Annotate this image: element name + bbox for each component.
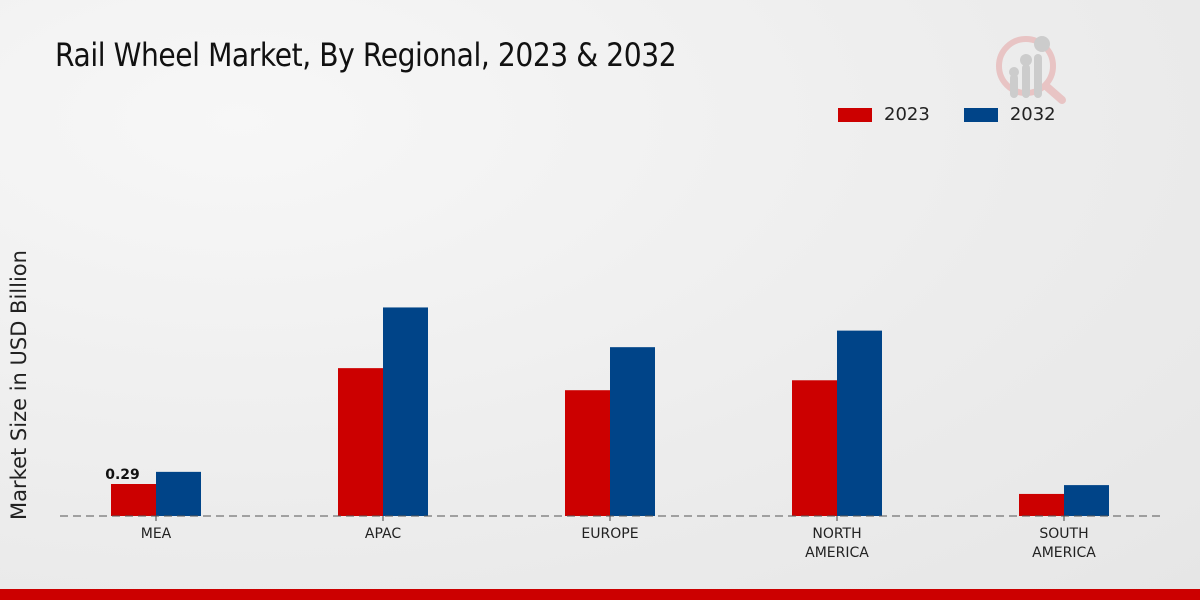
x-tick-label: AMERICA (805, 545, 869, 561)
logo-icon (996, 36, 1066, 104)
x-tick-label: SOUTH (1039, 526, 1088, 542)
bar-2032-mea (156, 471, 201, 516)
bar-2032-europe (610, 347, 655, 516)
legend-label-2023: 2023 (884, 104, 930, 125)
bar-2023-mea (111, 484, 156, 516)
bar-2023-north-america (792, 380, 837, 516)
x-tick-label: NORTH (812, 526, 861, 542)
legend-swatch-2032 (963, 107, 998, 122)
x-tick-label: MEA (141, 526, 172, 542)
chart-title: Rail Wheel Market, By Regional, 2023 & 2… (55, 36, 677, 74)
legend-label-2032: 2032 (1009, 104, 1056, 125)
bar-2023-europe (565, 390, 610, 516)
x-tick-label: EUROPE (581, 526, 638, 542)
legend-item-2023: 2023 (838, 104, 930, 125)
x-tick-label: APAC (365, 526, 401, 542)
legend-swatch-2023 (838, 107, 872, 122)
bar-2032-north-america (837, 330, 882, 516)
legend-item-2032: 2032 (963, 104, 1056, 125)
bar-2032-south-america (1064, 485, 1109, 516)
bar-2023-apac (338, 368, 383, 516)
bar-2023-south-america (1019, 493, 1064, 516)
legend: 2023 2032 (838, 104, 1056, 125)
data-label: 0.29 (105, 467, 140, 483)
bar-2032-apac (383, 307, 428, 516)
x-tick-label: AMERICA (1032, 545, 1096, 561)
footer-bar (0, 589, 1200, 600)
